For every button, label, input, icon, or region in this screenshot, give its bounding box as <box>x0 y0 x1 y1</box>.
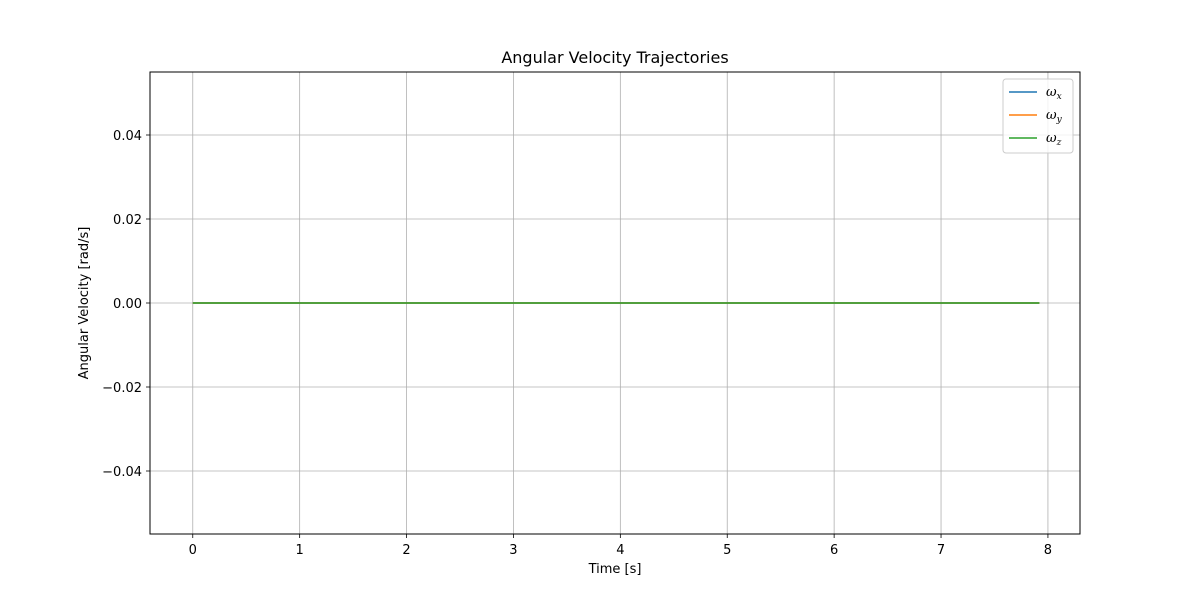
legend-label-subscript: y <box>1056 115 1063 125</box>
y-tick-label: 0.02 <box>113 213 142 228</box>
x-axis-label: Time [s] <box>588 562 642 577</box>
chart-title: Angular Velocity Trajectories <box>501 48 728 67</box>
legend-label-subscript: z <box>1056 138 1062 148</box>
x-tick-label: 7 <box>937 543 945 558</box>
x-tick-label: 0 <box>189 543 197 558</box>
legend-label-omega-z: ωz <box>1046 131 1062 148</box>
legend-box <box>1002 78 1074 154</box>
y-tick-label: −0.02 <box>102 381 142 396</box>
legend-label-subscript: x <box>1057 92 1062 102</box>
x-tick-label: 3 <box>509 543 517 558</box>
x-tick-label: 5 <box>723 543 731 558</box>
y-tick-label: −0.04 <box>102 465 142 480</box>
x-tick-label: 2 <box>402 543 410 558</box>
legend-label-symbol: ω <box>1046 108 1057 123</box>
axis-ticks: 0 1 2 3 4 5 6 7 8 −0.04 −0.02 0.00 0.02 0.04 <box>102 129 1052 558</box>
legend-label-symbol: ω <box>1046 85 1057 100</box>
x-tick-label: 8 <box>1044 543 1052 558</box>
y-tick-label: 0.00 <box>113 297 142 312</box>
x-tick-label: 1 <box>296 543 304 558</box>
x-tick-label: 4 <box>616 543 624 558</box>
x-tick-label: 6 <box>830 543 838 558</box>
legend-label-omega-y: ωy <box>1046 108 1063 125</box>
y-tick-label: 0.04 <box>113 129 142 144</box>
legend-label-omega-x: ωx <box>1046 85 1062 102</box>
y-axis-label: Angular Velocity [rad/s] <box>77 227 92 380</box>
legend-label-symbol: ω <box>1046 131 1057 146</box>
